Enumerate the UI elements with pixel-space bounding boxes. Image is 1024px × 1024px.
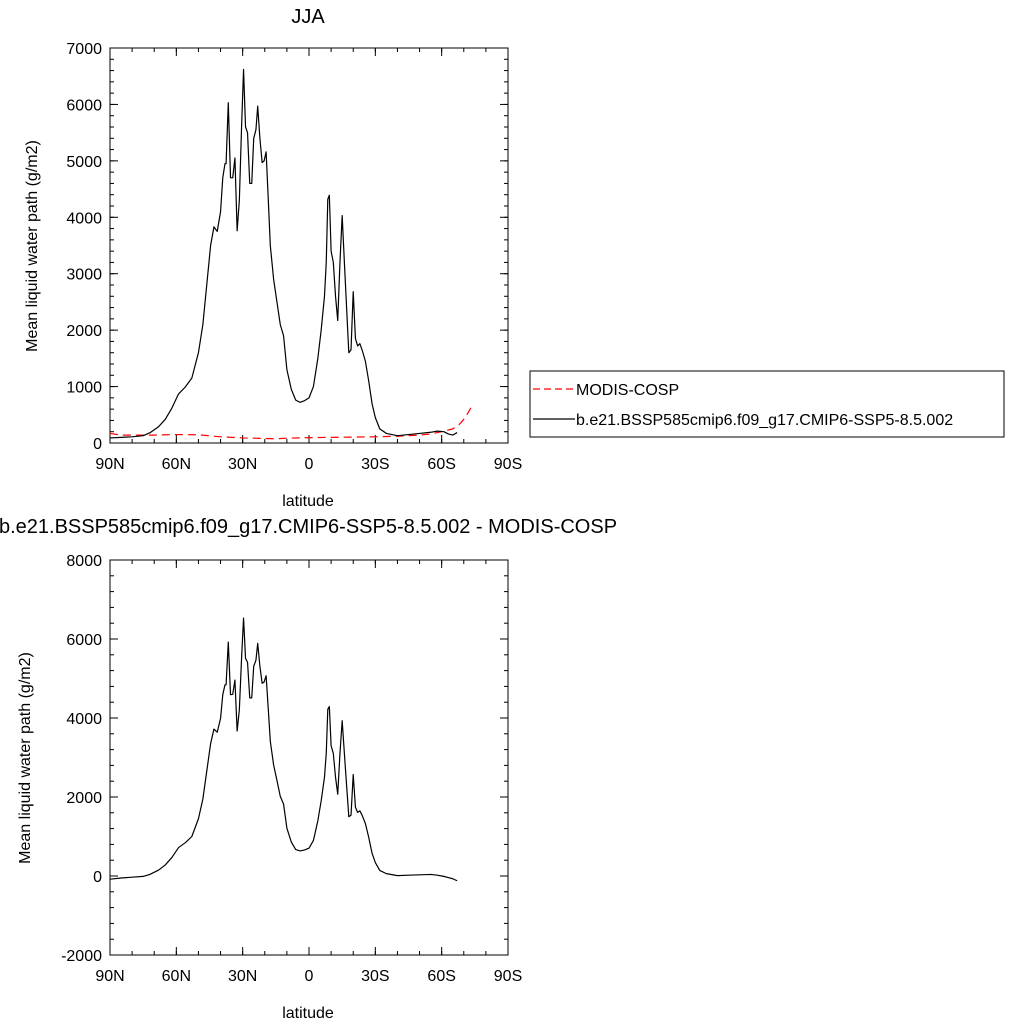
x-tick-label: 30S bbox=[361, 968, 389, 985]
plot-frame bbox=[109, 47, 509, 444]
y-tick-label: 2000 bbox=[66, 790, 102, 807]
bottom-panel: b.e21.BSSP585cmip6.f09_g17.CMIP6-SSP5-8.… bbox=[0, 516, 617, 1022]
plot-frame bbox=[109, 559, 509, 956]
y-tick-label: 8000 bbox=[66, 553, 102, 570]
top-panel: JJA 90N 60N 30N 0 30S 60S 90S 0 1000 2000 3000 4000… bbox=[24, 6, 522, 510]
x-tick-label: 30N bbox=[228, 456, 257, 473]
x-tick-label: 90S bbox=[494, 968, 522, 985]
series-line-1 bbox=[109, 68, 458, 439]
x-tick-label: 90S bbox=[494, 456, 522, 473]
x-tick-label: 90N bbox=[95, 456, 124, 473]
x-tick-label: 60N bbox=[162, 456, 191, 473]
x-tick-label: 0 bbox=[305, 456, 314, 473]
legend-box bbox=[529, 370, 1005, 438]
chart-title-bottom: b.e21.BSSP585cmip6.f09_g17.CMIP6-SSP5-8.… bbox=[0, 516, 617, 538]
bottom-plot-area: 90N 60N 30N 0 30S 60S 90S -2000 0 2000 4000 6000 800… bbox=[61, 553, 522, 985]
x-tick-label: 60N bbox=[162, 968, 191, 985]
legend-label-model: b.e21.BSSP585cmip6.f09_g17.CMIP6-SSP5-8.… bbox=[576, 412, 953, 429]
y-tick-label: 7000 bbox=[66, 41, 102, 58]
y-tick-label: 6000 bbox=[66, 97, 102, 114]
legend-label-modis: MODIS-COSP bbox=[576, 382, 679, 399]
y-tick-label: 4000 bbox=[66, 711, 102, 728]
y-axis-label-bottom: Mean liquid water path (g/m2) bbox=[17, 652, 34, 864]
x-tick-label: 30N bbox=[228, 968, 257, 985]
y-tick-label: 0 bbox=[93, 869, 102, 886]
x-axis-label-bottom: latitude bbox=[282, 1005, 334, 1022]
y-tick-label: 1000 bbox=[66, 380, 102, 397]
x-tick-label: 30S bbox=[361, 456, 389, 473]
y-tick-label: 0 bbox=[93, 436, 102, 453]
y-tick-label: 5000 bbox=[66, 154, 102, 171]
x-tick-label: 0 bbox=[305, 968, 314, 985]
x-tick-label: 90N bbox=[95, 968, 124, 985]
legend: MODIS-COSP b.e21.BSSP585cmip6.f09_g17.CM… bbox=[529, 370, 1005, 438]
series-line-0 bbox=[109, 404, 474, 440]
y-tick-label: 3000 bbox=[66, 267, 102, 284]
y-tick-label: 2000 bbox=[66, 323, 102, 340]
top-plot-area: 90N 60N 30N 0 30S 60S 90S 0 1000 2000 3000 4000 5000… bbox=[66, 41, 522, 473]
x-tick-label: 60S bbox=[427, 968, 455, 985]
chart-title-top: JJA bbox=[291, 6, 325, 28]
x-tick-label: 60S bbox=[427, 456, 455, 473]
y-tick-label: 4000 bbox=[66, 210, 102, 227]
x-axis-label-top: latitude bbox=[282, 493, 334, 510]
y-tick-label: 6000 bbox=[66, 632, 102, 649]
series-line-0 bbox=[109, 617, 458, 882]
y-tick-label: -2000 bbox=[61, 948, 102, 965]
y-axis-label-top: Mean liquid water path (g/m2) bbox=[24, 140, 41, 352]
